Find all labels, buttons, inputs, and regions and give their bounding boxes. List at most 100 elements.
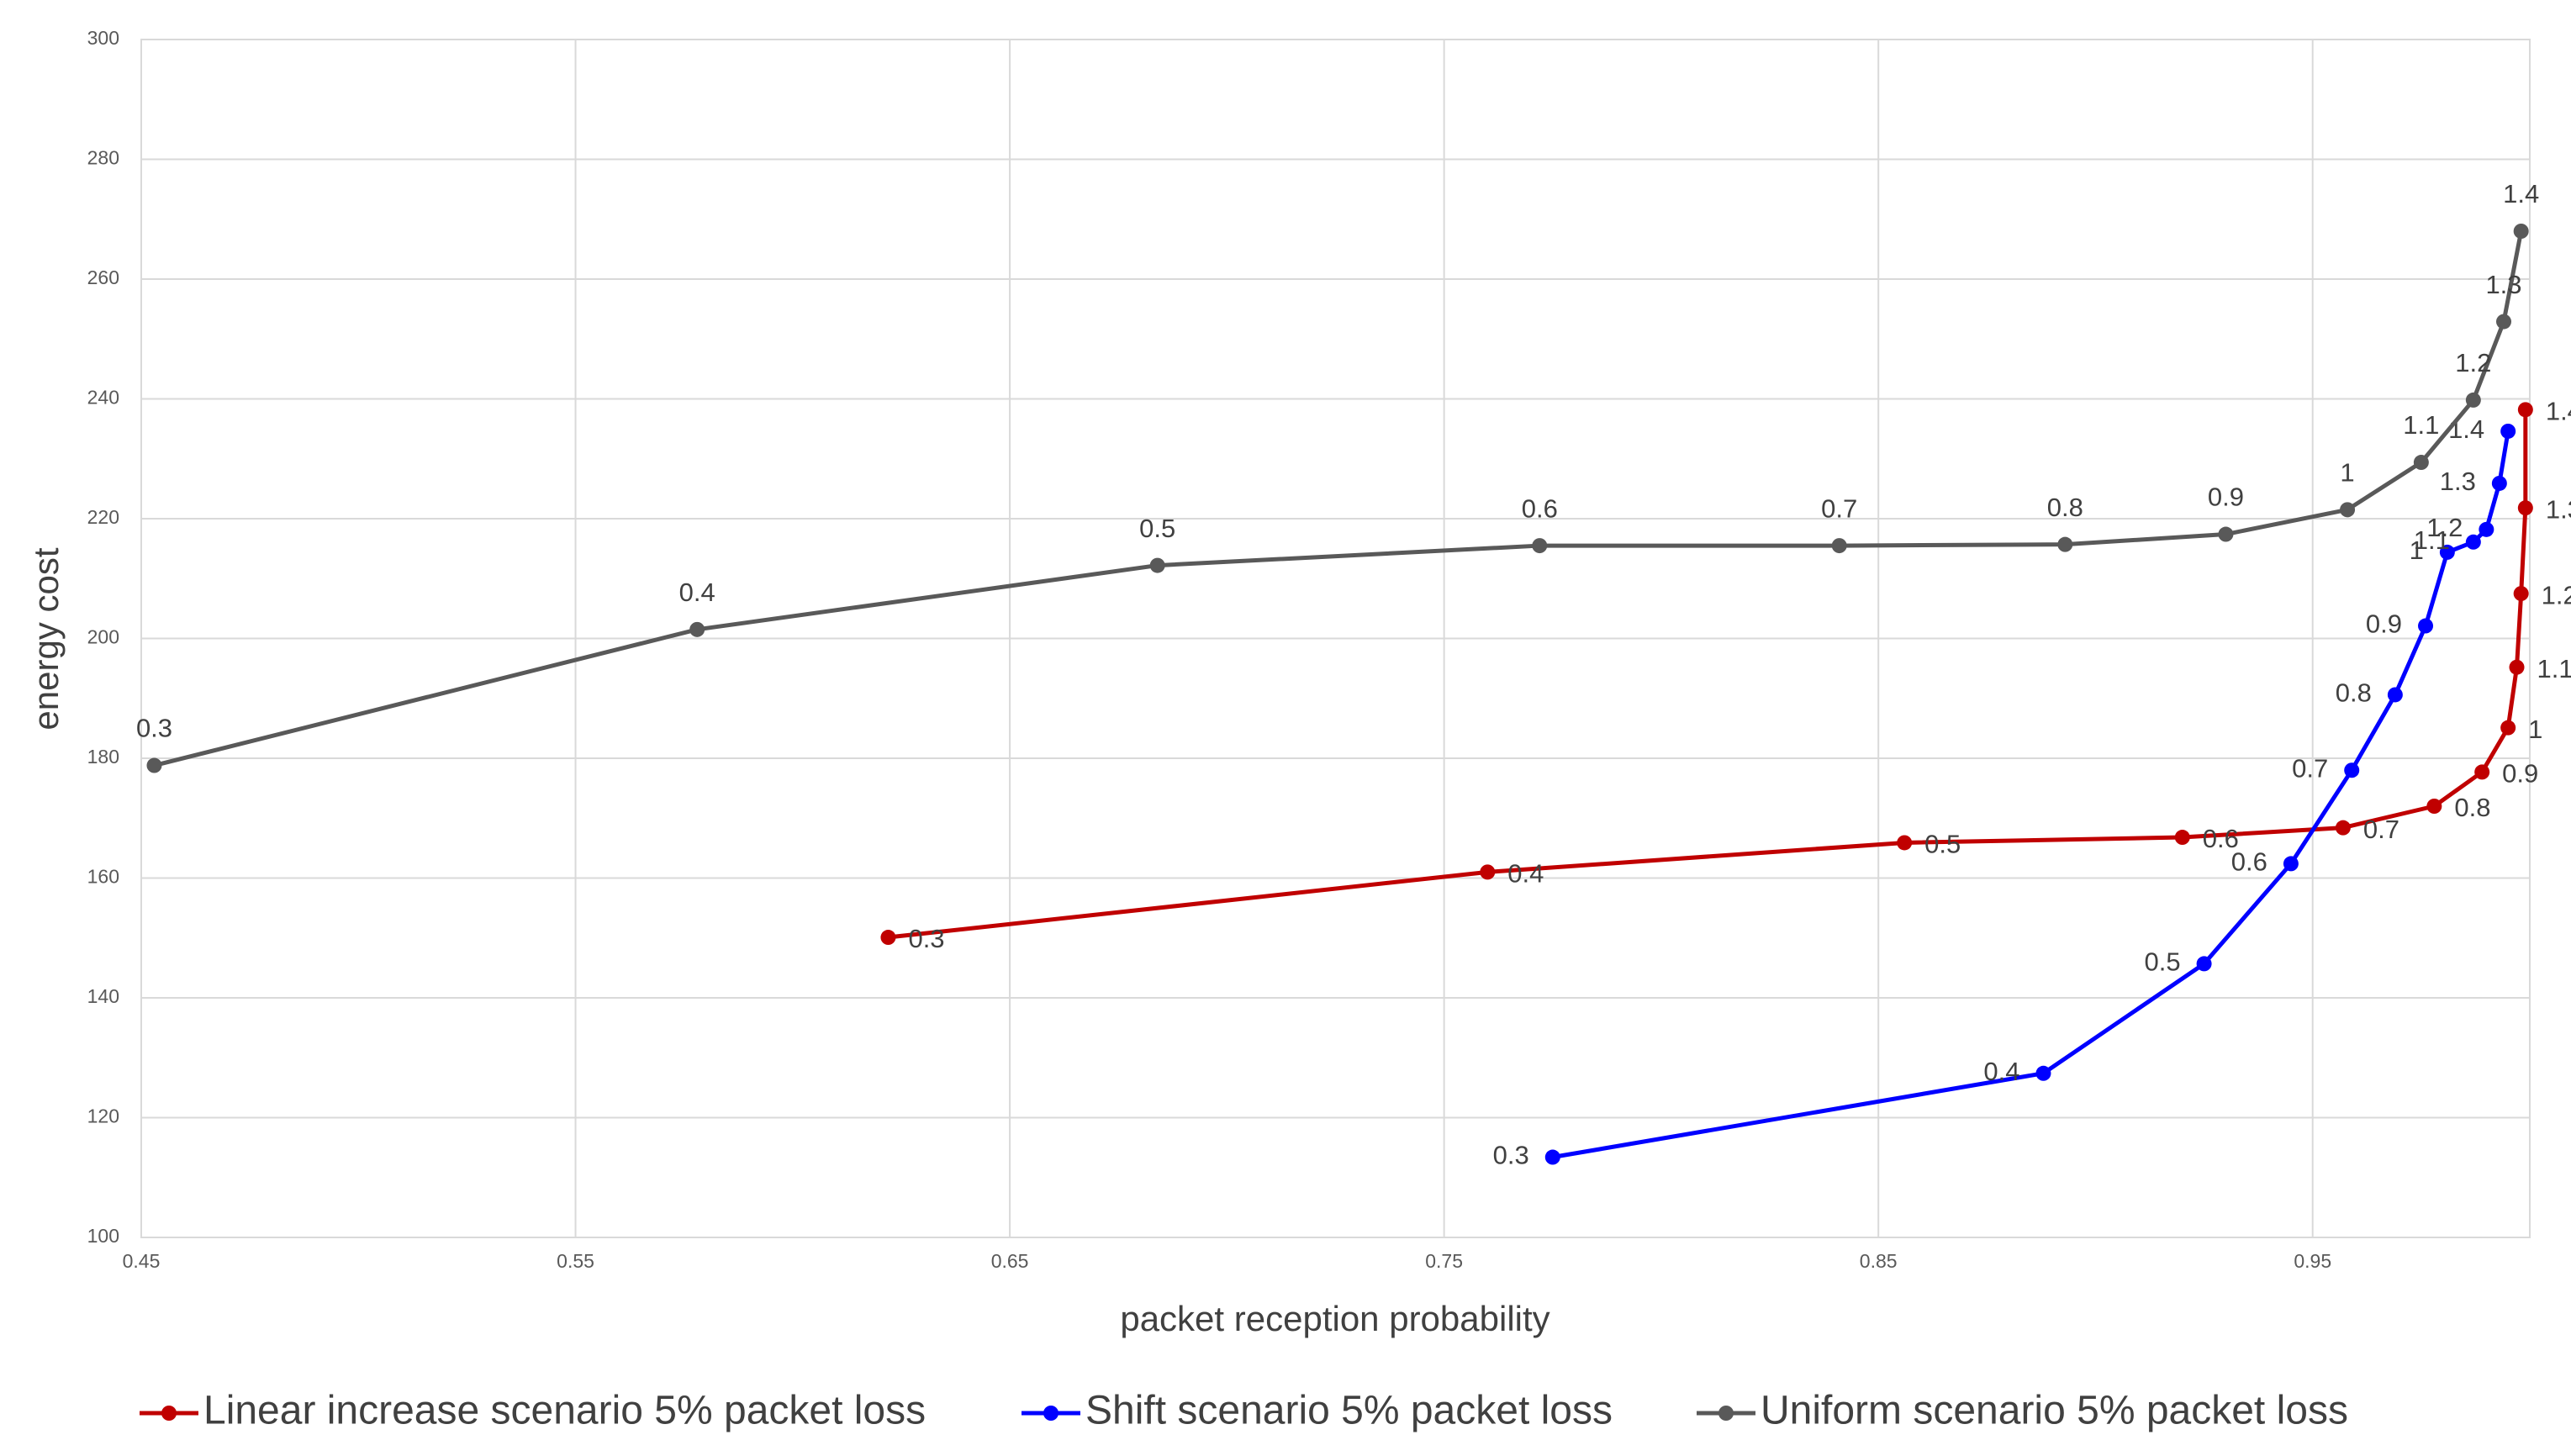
legend-label: Uniform scenario 5% packet loss <box>1761 1389 2348 1433</box>
data-point <box>2057 536 2073 552</box>
x-tick-label: 0.65 <box>991 1250 1029 1272</box>
data-label: 0.3 <box>136 714 172 743</box>
x-tick-label: 0.75 <box>1425 1250 1463 1272</box>
data-point <box>2500 720 2516 736</box>
data-point <box>1480 864 1496 880</box>
data-label: 1.2 <box>2455 348 2491 377</box>
data-point <box>2413 455 2429 471</box>
x-tick-label: 0.45 <box>123 1250 161 1272</box>
data-label: 0.6 <box>2231 847 2267 877</box>
data-point <box>1544 1149 1560 1165</box>
data-point <box>2500 423 2516 439</box>
data-point <box>2491 475 2507 491</box>
data-label: 0.7 <box>2292 753 2328 783</box>
data-label: 0.7 <box>1821 493 1857 523</box>
data-label: 0.6 <box>1522 493 1558 523</box>
y-tick-label: 140 <box>87 985 119 1007</box>
series-line <box>1552 430 2510 1159</box>
y-tick-label: 120 <box>87 1105 119 1127</box>
data-label: 1.1 <box>2403 410 2439 440</box>
x-axis-title: packet reception probability <box>1120 1299 1549 1338</box>
data-label: 0.5 <box>1924 830 1961 859</box>
data-point <box>2439 544 2455 560</box>
data-point <box>2465 534 2481 550</box>
data-label: 1.2 <box>2426 513 2463 542</box>
data-point <box>2479 521 2494 537</box>
data-label: 1 <box>2528 715 2542 744</box>
data-label: 0.3 <box>908 924 944 953</box>
data-label: 0.4 <box>1983 1057 2019 1086</box>
data-point <box>2426 799 2442 814</box>
legend-label: Shift scenario 5% packet loss <box>1085 1389 1613 1433</box>
data-label: 1.3 <box>2485 270 2521 299</box>
data-point <box>2218 526 2234 542</box>
x-tick-label: 0.95 <box>2294 1250 2331 1272</box>
data-point <box>689 621 705 637</box>
data-point <box>2509 659 2525 675</box>
data-point <box>2035 1065 2051 1081</box>
data-label: 1.1 <box>2414 525 2450 555</box>
y-tick-label: 100 <box>87 1225 119 1247</box>
legend-marker <box>1718 1406 1734 1421</box>
y-tick-label: 220 <box>87 506 119 528</box>
data-point <box>146 757 162 773</box>
data-point <box>2517 402 2533 418</box>
data-point <box>2283 856 2299 872</box>
data-point <box>2174 830 2190 846</box>
x-tick-label: 0.85 <box>1860 1250 1898 1272</box>
legend-marker <box>161 1406 177 1421</box>
data-label: 1.2 <box>2542 580 2571 609</box>
data-point <box>1149 557 1165 573</box>
x-tick-label: 0.55 <box>557 1250 594 1272</box>
data-label: 1.4 <box>2546 397 2571 426</box>
data-point <box>2496 314 2512 330</box>
data-label: 0.9 <box>2208 483 2244 512</box>
data-label: 0.4 <box>679 578 715 607</box>
series-line <box>888 409 2528 940</box>
data-point <box>2465 392 2481 408</box>
y-tick-label: 200 <box>87 626 119 648</box>
data-label: 0.9 <box>2502 759 2538 789</box>
data-point <box>2418 618 2434 634</box>
data-label: 0.7 <box>2363 815 2399 844</box>
y-axis-title: energy cost <box>26 547 66 730</box>
legend-label: Linear increase scenario 5% packet loss <box>203 1389 926 1433</box>
data-label: 0.8 <box>2047 493 2083 522</box>
data-point <box>880 930 896 946</box>
data-label: 1.4 <box>2448 414 2484 444</box>
data-point <box>2474 764 2490 780</box>
data-label: 0.8 <box>2454 793 2490 822</box>
data-label: 1.1 <box>2537 654 2571 683</box>
data-point <box>2513 586 2529 602</box>
data-label: 0.9 <box>2366 609 2402 639</box>
data-point <box>2196 956 2212 972</box>
y-tick-label: 180 <box>87 746 119 768</box>
data-label: 1 <box>2410 535 2424 565</box>
data-label: 1 <box>2340 458 2354 488</box>
data-label: 1.3 <box>2546 494 2571 524</box>
series-line <box>153 230 2524 768</box>
data-label: 0.3 <box>1493 1141 1529 1170</box>
data-point <box>1897 835 1913 851</box>
y-tick-label: 280 <box>87 147 119 169</box>
data-point <box>2513 224 2529 239</box>
data-label: 1.3 <box>2440 467 2476 496</box>
data-label: 0.5 <box>2144 947 2180 977</box>
data-label: 0.4 <box>1507 859 1544 889</box>
data-point <box>2340 502 2356 518</box>
y-tick-label: 160 <box>87 866 119 888</box>
data-point <box>1831 538 1847 554</box>
y-tick-label: 240 <box>87 387 119 409</box>
data-point <box>2335 820 2351 836</box>
data-label: 0.5 <box>1139 514 1175 543</box>
legend-marker <box>1043 1406 1058 1421</box>
data-label: 0.6 <box>2203 824 2239 853</box>
data-label: 1.4 <box>2503 179 2539 208</box>
data-point <box>2387 687 2403 703</box>
plot-frame <box>140 39 2531 1238</box>
y-tick-label: 300 <box>87 27 119 49</box>
data-point <box>2517 500 2533 516</box>
data-point <box>1532 538 1548 554</box>
data-point <box>2344 762 2360 778</box>
